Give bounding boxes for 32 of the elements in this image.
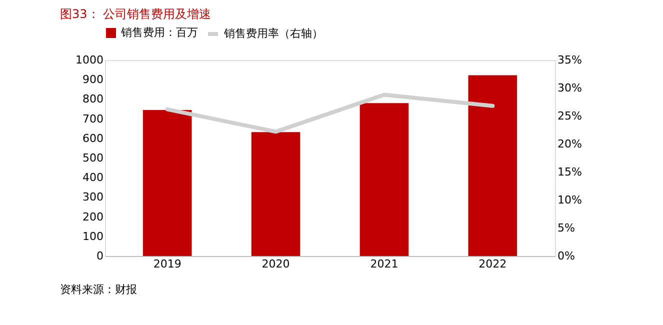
y-tick-label: 100 bbox=[82, 230, 104, 243]
bar bbox=[251, 132, 300, 256]
bar bbox=[468, 75, 518, 256]
y2-tick-label: 20% bbox=[558, 138, 582, 150]
y2-tick-label: 35% bbox=[558, 54, 582, 66]
y2-tick-label: 30% bbox=[558, 82, 582, 94]
y-tick-label: 200 bbox=[82, 210, 104, 224]
y-tick-label: 400 bbox=[82, 171, 104, 184]
y2-tick-label: 25% bbox=[558, 110, 582, 122]
x-tick-label: 2022 bbox=[478, 258, 507, 270]
x-tick-label: 2020 bbox=[262, 258, 290, 270]
y-tick-label: 700 bbox=[82, 112, 104, 126]
y2-tick-label: 0% bbox=[558, 250, 575, 262]
x-tick-label: 2021 bbox=[370, 258, 398, 270]
bar bbox=[360, 103, 409, 256]
y-tick-label: 900 bbox=[82, 73, 104, 86]
y-tick-label: 500 bbox=[82, 152, 104, 164]
y2-tick-label: 5% bbox=[558, 222, 575, 234]
legend-label: 销售费用率（右轴） bbox=[223, 27, 323, 40]
y-tick-label: 600 bbox=[82, 132, 104, 145]
y-tick-label: 1000 bbox=[76, 54, 104, 66]
legend-label: 销售费用：百万 bbox=[120, 26, 198, 39]
x-tick-label: 2019 bbox=[153, 258, 182, 270]
bar bbox=[142, 110, 192, 256]
y-tick-label: 300 bbox=[82, 190, 104, 204]
y-tick-label: 800 bbox=[82, 92, 104, 106]
text: 资料来源：财报 bbox=[60, 283, 137, 296]
chart-title: 图33： 公司销售费用及增速 bbox=[60, 7, 212, 21]
y2-tick-label: 15% bbox=[558, 166, 582, 178]
line-series bbox=[165, 92, 495, 134]
y-tick-label: 0 bbox=[96, 250, 104, 262]
y2-tick-label: 10% bbox=[558, 194, 582, 206]
